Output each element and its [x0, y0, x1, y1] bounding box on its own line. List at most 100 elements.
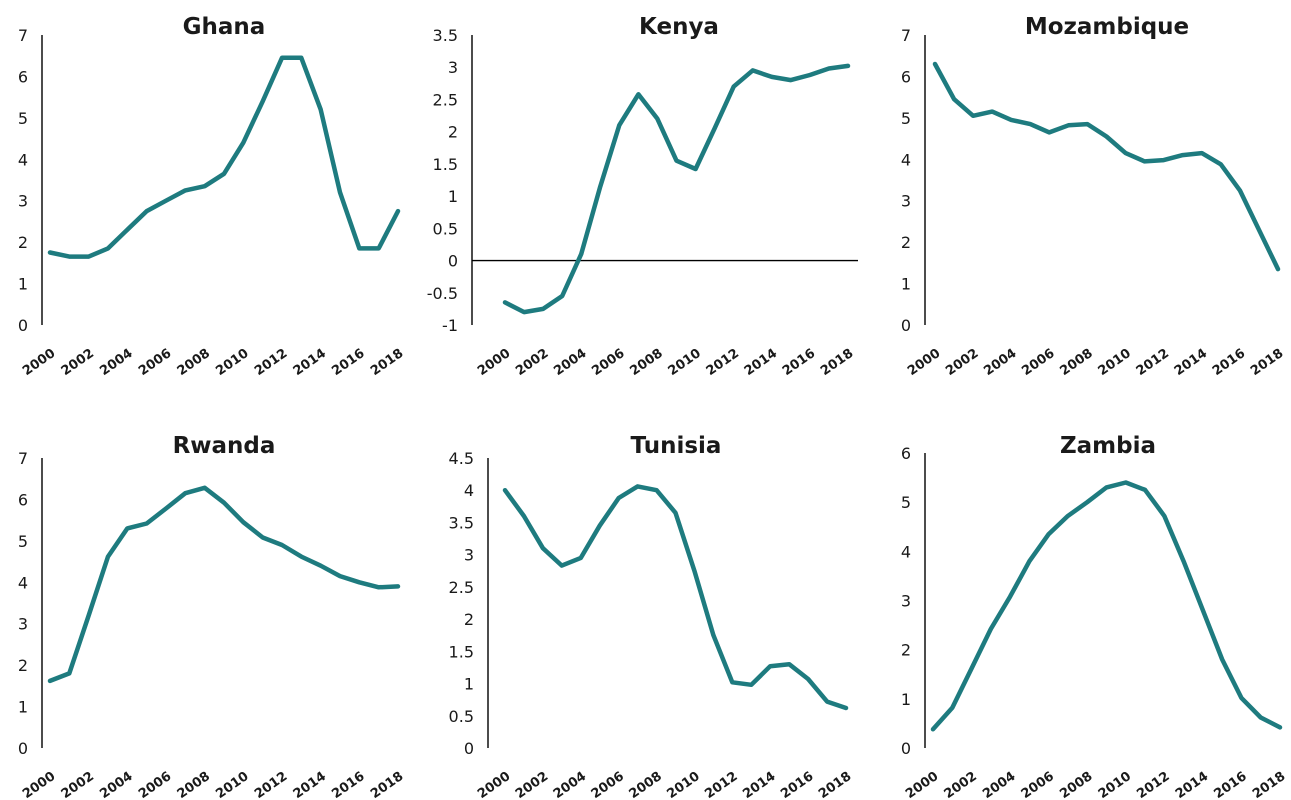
y-tick-label: 2 — [464, 610, 474, 629]
x-tick-label: 2014 — [291, 346, 329, 379]
x-tick-label: 2006 — [589, 769, 627, 800]
x-tick-label: 2010 — [213, 769, 251, 800]
x-tick-label: 2004 — [981, 346, 1019, 379]
y-tick-label: 2 — [901, 233, 911, 252]
y-tick-label: 4 — [18, 573, 28, 592]
y-tick-label: 1.5 — [449, 642, 474, 661]
x-tick-label: 2016 — [329, 346, 367, 379]
x-tick-label: 2018 — [368, 769, 406, 800]
y-tick-label: 4 — [464, 481, 474, 500]
x-tick-label: 2000 — [20, 769, 58, 800]
x-tick-label: 2012 — [1134, 346, 1172, 379]
x-tick-label: 2010 — [213, 346, 251, 379]
x-tick-label: 2016 — [780, 346, 818, 379]
y-tick-label: 1 — [18, 275, 28, 294]
chart-title: Zambia — [1060, 433, 1156, 459]
y-tick-label: 4.5 — [449, 449, 474, 468]
series-line-kenya — [502, 63, 851, 315]
y-tick-label: 0.5 — [433, 219, 458, 238]
x-tick-label: 2018 — [818, 346, 856, 379]
y-tick-label: 2.5 — [433, 90, 458, 109]
x-tick-label: 2016 — [778, 769, 816, 800]
x-tick-label: 2012 — [1134, 769, 1172, 800]
x-tick-label: 2004 — [551, 346, 589, 379]
x-tick-label: 2000 — [475, 346, 513, 379]
x-tick-label: 2006 — [136, 769, 174, 800]
y-tick-label: 3 — [18, 615, 28, 634]
y-tick-label: 4 — [901, 542, 911, 561]
x-tick-label: 2008 — [175, 346, 213, 379]
series-line-tunisia — [502, 484, 849, 711]
y-tick-label: 5 — [18, 109, 28, 128]
y-tick-label: 2 — [18, 656, 28, 675]
y-tick-label: 5 — [18, 532, 28, 551]
y-tick-label: 0 — [901, 316, 911, 335]
x-tick-label: 2004 — [97, 769, 135, 800]
x-tick-label: 2010 — [664, 769, 702, 800]
y-tick-label: 4 — [901, 150, 911, 169]
x-tick-label: 2018 — [1248, 346, 1286, 379]
x-tick-label: 2012 — [252, 769, 290, 800]
y-tick-label: 2 — [448, 123, 458, 142]
x-tick-label: 2012 — [702, 769, 740, 800]
series-line-mozambique — [932, 61, 1281, 272]
x-tick-label: 2002 — [942, 769, 980, 800]
y-tick-label: 0 — [448, 252, 458, 271]
y-tick-label: 1 — [901, 690, 911, 709]
x-tick-label: 2002 — [59, 769, 97, 800]
x-tick-label: 2014 — [1173, 769, 1211, 800]
x-tick-label: 2018 — [816, 769, 854, 800]
x-tick-label: 2004 — [980, 769, 1018, 800]
x-tick-label: 2006 — [589, 346, 627, 379]
x-tick-label: 2012 — [252, 346, 290, 379]
chart-title: Kenya — [639, 14, 719, 40]
x-tick-label: 2016 — [1210, 346, 1248, 379]
y-tick-label: 1 — [448, 187, 458, 206]
x-tick-label: 2018 — [368, 346, 406, 379]
x-tick-label: 2008 — [1057, 769, 1095, 800]
x-tick-label: 2010 — [1096, 346, 1134, 379]
x-tick-label: 2002 — [59, 346, 97, 379]
series-line-rwanda — [47, 485, 401, 684]
chart-title: Rwanda — [173, 433, 276, 459]
y-tick-label: 6 — [901, 67, 911, 86]
x-tick-label: 2006 — [1019, 346, 1057, 379]
y-tick-label: 7 — [18, 449, 28, 468]
x-tick-label: 2000 — [905, 346, 943, 379]
x-tick-label: 2006 — [1019, 769, 1057, 800]
x-tick-label: 2000 — [903, 769, 941, 800]
y-tick-label: 5 — [901, 109, 911, 128]
x-tick-label: 2016 — [1211, 769, 1249, 800]
y-tick-label: 2.5 — [449, 578, 474, 597]
x-tick-label: 2008 — [1057, 346, 1095, 379]
x-tick-label: 2012 — [704, 346, 742, 379]
y-tick-label: 3 — [18, 192, 28, 211]
x-tick-label: 2010 — [1096, 769, 1134, 800]
y-tick-label: 0.5 — [449, 707, 474, 726]
x-tick-label: 2006 — [136, 346, 174, 379]
y-tick-label: 7 — [901, 26, 911, 45]
y-tick-label: 2 — [18, 233, 28, 252]
y-tick-label: 6 — [901, 444, 911, 463]
y-tick-label: 3.5 — [433, 26, 458, 45]
series-line-zambia — [930, 480, 1283, 732]
y-tick-label: 3 — [901, 192, 911, 211]
series-line-ghana — [47, 55, 401, 259]
y-tick-label: -0.5 — [427, 284, 458, 303]
y-tick-label: 2 — [901, 641, 911, 660]
x-tick-label: 2002 — [943, 346, 981, 379]
y-tick-label: 0 — [18, 739, 28, 758]
y-tick-label: 1 — [901, 275, 911, 294]
y-tick-label: 3.5 — [449, 513, 474, 532]
x-tick-label: 2002 — [513, 769, 551, 800]
y-tick-label: 1 — [18, 698, 28, 717]
x-tick-label: 2016 — [329, 769, 367, 800]
x-tick-label: 2014 — [1172, 346, 1210, 379]
